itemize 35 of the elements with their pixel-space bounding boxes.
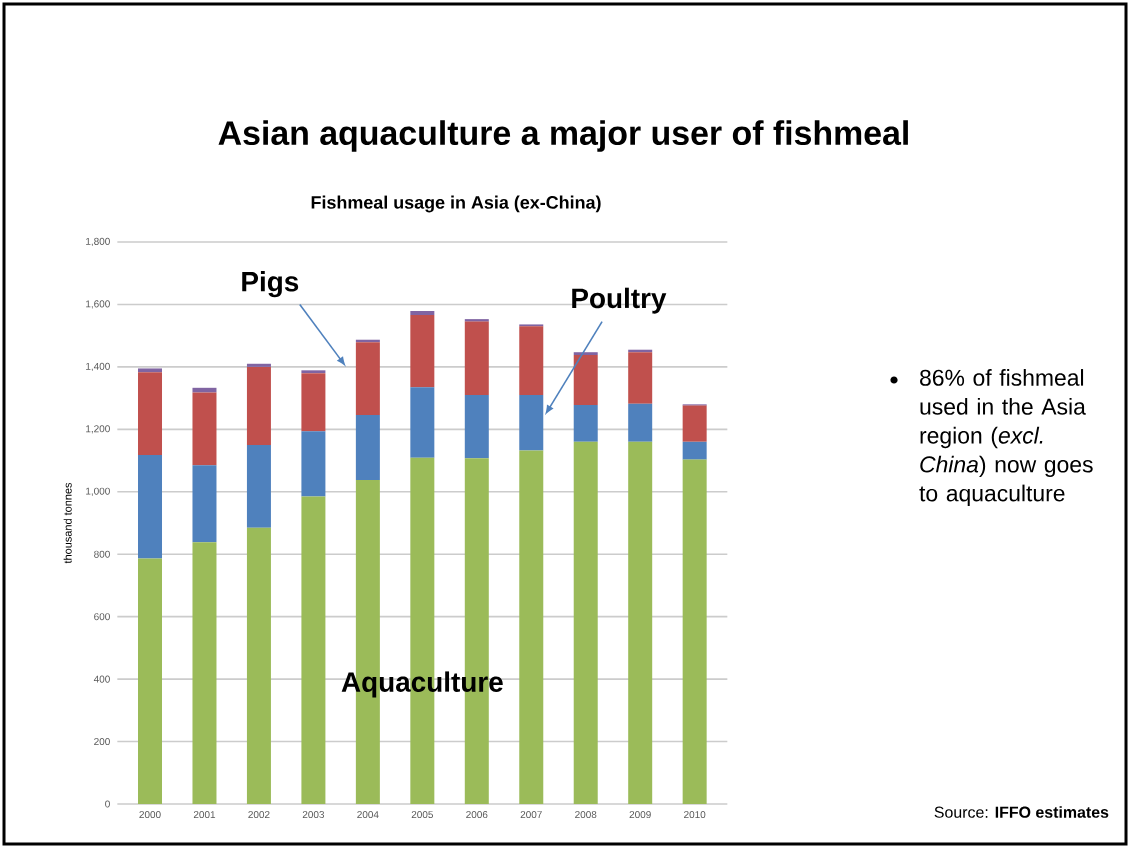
text: Poultry	[572, 287, 667, 314]
bar	[464, 394, 489, 459]
bar	[192, 465, 217, 543]
bar	[301, 431, 326, 497]
bar	[246, 366, 271, 445]
bar	[301, 373, 326, 432]
bar	[628, 352, 653, 404]
bar	[628, 441, 653, 804]
bar	[355, 342, 380, 415]
bar	[410, 387, 435, 458]
chart-title: Asian aquaculture a major user of fishmeal	[218, 120, 908, 152]
series-label: Aquaculture	[341, 671, 503, 698]
bar	[682, 441, 707, 460]
bar	[138, 454, 163, 559]
bar	[519, 326, 544, 395]
bar	[301, 496, 326, 804]
bar	[682, 459, 707, 804]
bar	[246, 527, 271, 804]
bar	[410, 315, 435, 388]
bar	[192, 542, 217, 804]
bar	[573, 355, 598, 405]
chart-subtitle: Fishmeal usage in Asia (ex-China)	[311, 195, 601, 213]
bar	[519, 450, 544, 804]
bar	[682, 405, 707, 442]
bar	[464, 321, 489, 395]
bar	[355, 414, 380, 480]
bar	[246, 444, 271, 528]
bar	[573, 441, 598, 804]
bar	[138, 558, 163, 804]
bar	[573, 404, 598, 442]
bar	[628, 403, 653, 442]
text: Pigs	[242, 271, 299, 298]
bar	[138, 372, 163, 455]
bar	[192, 392, 217, 466]
text: 86% of fishmeal used in the Asia region (excl. China) now goes to aquaculture	[919, 369, 1093, 506]
